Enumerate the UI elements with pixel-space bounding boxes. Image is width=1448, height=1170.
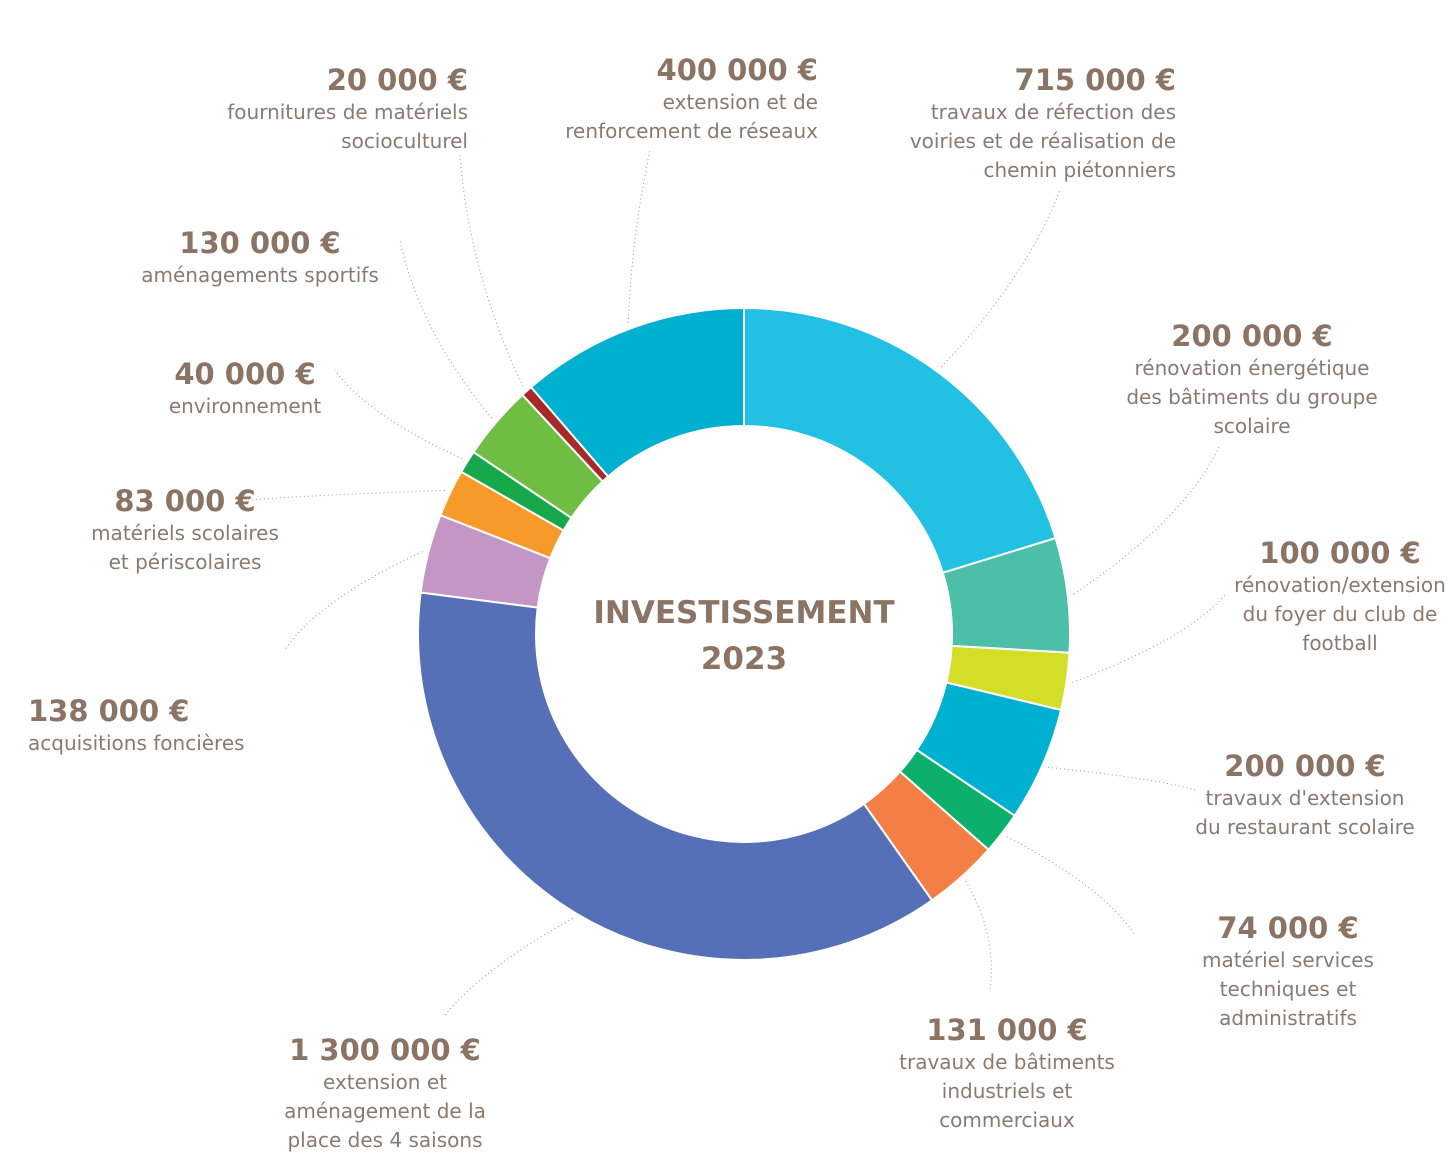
chart-title: INVESTISSEMENT 2023 [593,595,895,677]
segment-label: 100 000 € rénovation/extension du foyer d… [1140,535,1448,658]
segment-label: 130 000 € aménagements sportifs [60,225,460,290]
value-label: 200 000 € [1171,319,1333,353]
value-label: 400 000 € [656,53,818,87]
value-label: 100 000 € [1259,536,1421,570]
value-label: 1 300 000 € [289,1033,481,1067]
category-label: extension et de renforcement de réseaux [565,90,818,143]
category-label: rénovation énergétique des bâtiments du … [1126,356,1378,438]
leader-line [627,149,651,323]
segment-label: 200 000 € travaux d'extension du restaura… [1105,748,1448,842]
donut-segment [743,306,1057,575]
segment-label: 83 000 € matériels scolaires et périscola… [0,483,385,577]
leader-line [444,918,574,1016]
category-label: extension et aménagement de la place des… [284,1070,486,1152]
segment-label: 200 000 € rénovation énergétique des bâti… [1052,318,1448,441]
value-label: 83 000 € [114,484,256,518]
leader-line [1006,836,1136,936]
segment-label: 74 000 € matériel services techniques et … [1088,910,1448,1033]
segment-label: 40 000 € environnement [45,356,445,421]
category-label: environnement [168,394,322,418]
category-label: travaux de réfection des voiries et de r… [909,100,1176,182]
segment-label: 715 000 € travaux de réfection des voirie… [910,62,1176,185]
segment-label: 1 300 000 € extension et aménagement de l… [185,1032,585,1155]
donut-segment [417,591,934,961]
leader-line [940,189,1061,368]
segment-label: 131 000 € travaux de bâtiments industriel… [807,1012,1207,1135]
leader-line [459,154,524,387]
category-label: travaux d'extension du restaurant scolai… [1195,786,1415,839]
segment-label: 400 000 € extension et de renforcement de… [565,52,818,146]
leader-line [1072,594,1226,683]
segment-label: 20 000 € fournitures de matériels sociocu… [227,62,468,156]
value-label: 130 000 € [179,226,341,260]
leader-line [965,880,992,991]
category-label: matériels scolaires et périscolaires [91,521,279,574]
value-label: 131 000 € [926,1013,1088,1047]
category-label: rénovation/extension du foyer du club de… [1234,573,1446,655]
leader-line [1047,766,1196,791]
value-label: 40 000 € [174,357,316,391]
category-label: matériel services techniques et administ… [1202,948,1374,1030]
category-label: aménagements sportifs [141,263,379,287]
value-label: 200 000 € [1224,749,1386,783]
category-label: fournitures de matériels socioculturel [227,100,468,153]
category-label: acquisitions foncières [28,731,245,755]
value-label: 20 000 € [326,63,468,97]
value-label: 74 000 € [1217,911,1359,945]
segment-label: 138 000 € acquisitions foncières [28,693,245,758]
leader-line [284,551,423,651]
value-label: 138 000 € [28,694,190,728]
donut-segment [529,306,745,478]
category-label: travaux de bâtiments industriels et comm… [899,1050,1115,1132]
value-label: 715 000 € [1014,63,1176,97]
